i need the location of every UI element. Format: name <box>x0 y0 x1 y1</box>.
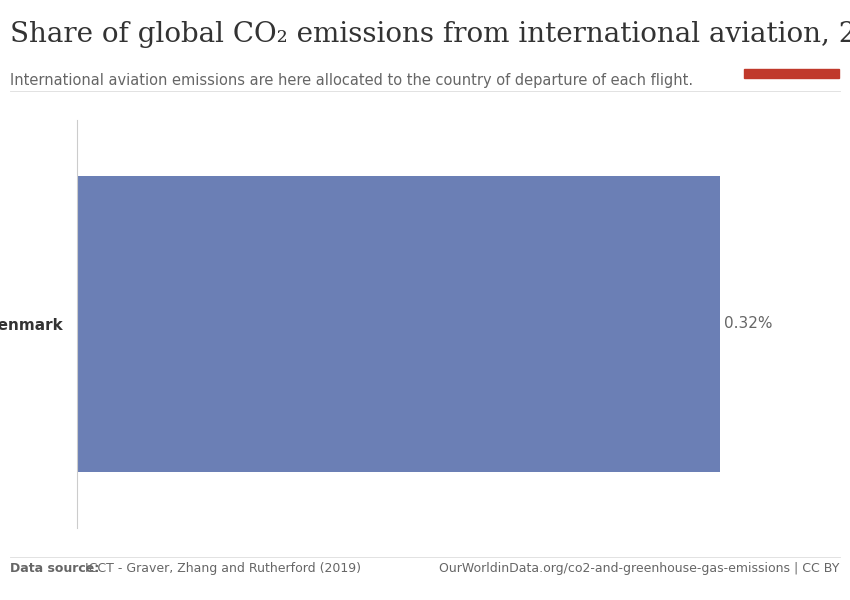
Text: Our World: Our World <box>758 20 824 32</box>
Bar <box>76 176 720 472</box>
Text: ICCT - Graver, Zhang and Rutherford (2019): ICCT - Graver, Zhang and Rutherford (201… <box>85 562 361 575</box>
Text: International aviation emissions are here allocated to the country of departure : International aviation emissions are her… <box>10 73 694 88</box>
Text: Data source:: Data source: <box>10 562 104 575</box>
Text: OurWorldinData.org/co2-and-greenhouse-gas-emissions | CC BY: OurWorldinData.org/co2-and-greenhouse-ga… <box>439 562 840 575</box>
Text: 0.32%: 0.32% <box>724 317 773 331</box>
Text: in Data: in Data <box>768 44 815 57</box>
Bar <box>744 68 839 78</box>
Text: Share of global CO₂ emissions from international aviation, 2018: Share of global CO₂ emissions from inter… <box>10 21 850 48</box>
